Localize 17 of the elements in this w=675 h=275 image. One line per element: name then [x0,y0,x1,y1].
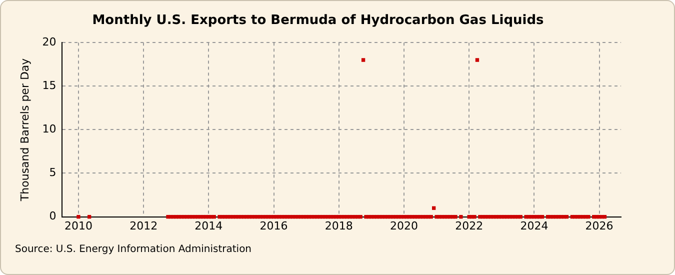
y-tick-label: 20 [42,35,56,48]
x-tick-label: 2012 [130,219,158,232]
x-tick-label: 2016 [260,219,288,232]
y-tick-label: 15 [42,79,56,92]
y-axis-title: Thousand Barrels per Day [18,58,32,202]
y-tick-label: 5 [49,166,56,180]
source-note: Source: U.S. Energy Information Administration [15,244,252,255]
chart-title: Monthly U.S. Exports to Bermuda of Hydrocarbon Gas Liquids [92,13,544,28]
x-tick-label: 2024 [520,219,548,232]
x-tick-label: 2010 [64,219,92,232]
x-tick-label: 2018 [324,219,353,232]
y-tick-label: 0 [49,210,56,223]
x-tick-label: 2014 [194,219,223,232]
x-tick-label: 2022 [455,219,484,232]
x-tick-label: 2026 [585,219,614,232]
x-tick-label: 2020 [390,219,418,232]
y-tick-label: 10 [42,122,56,136]
